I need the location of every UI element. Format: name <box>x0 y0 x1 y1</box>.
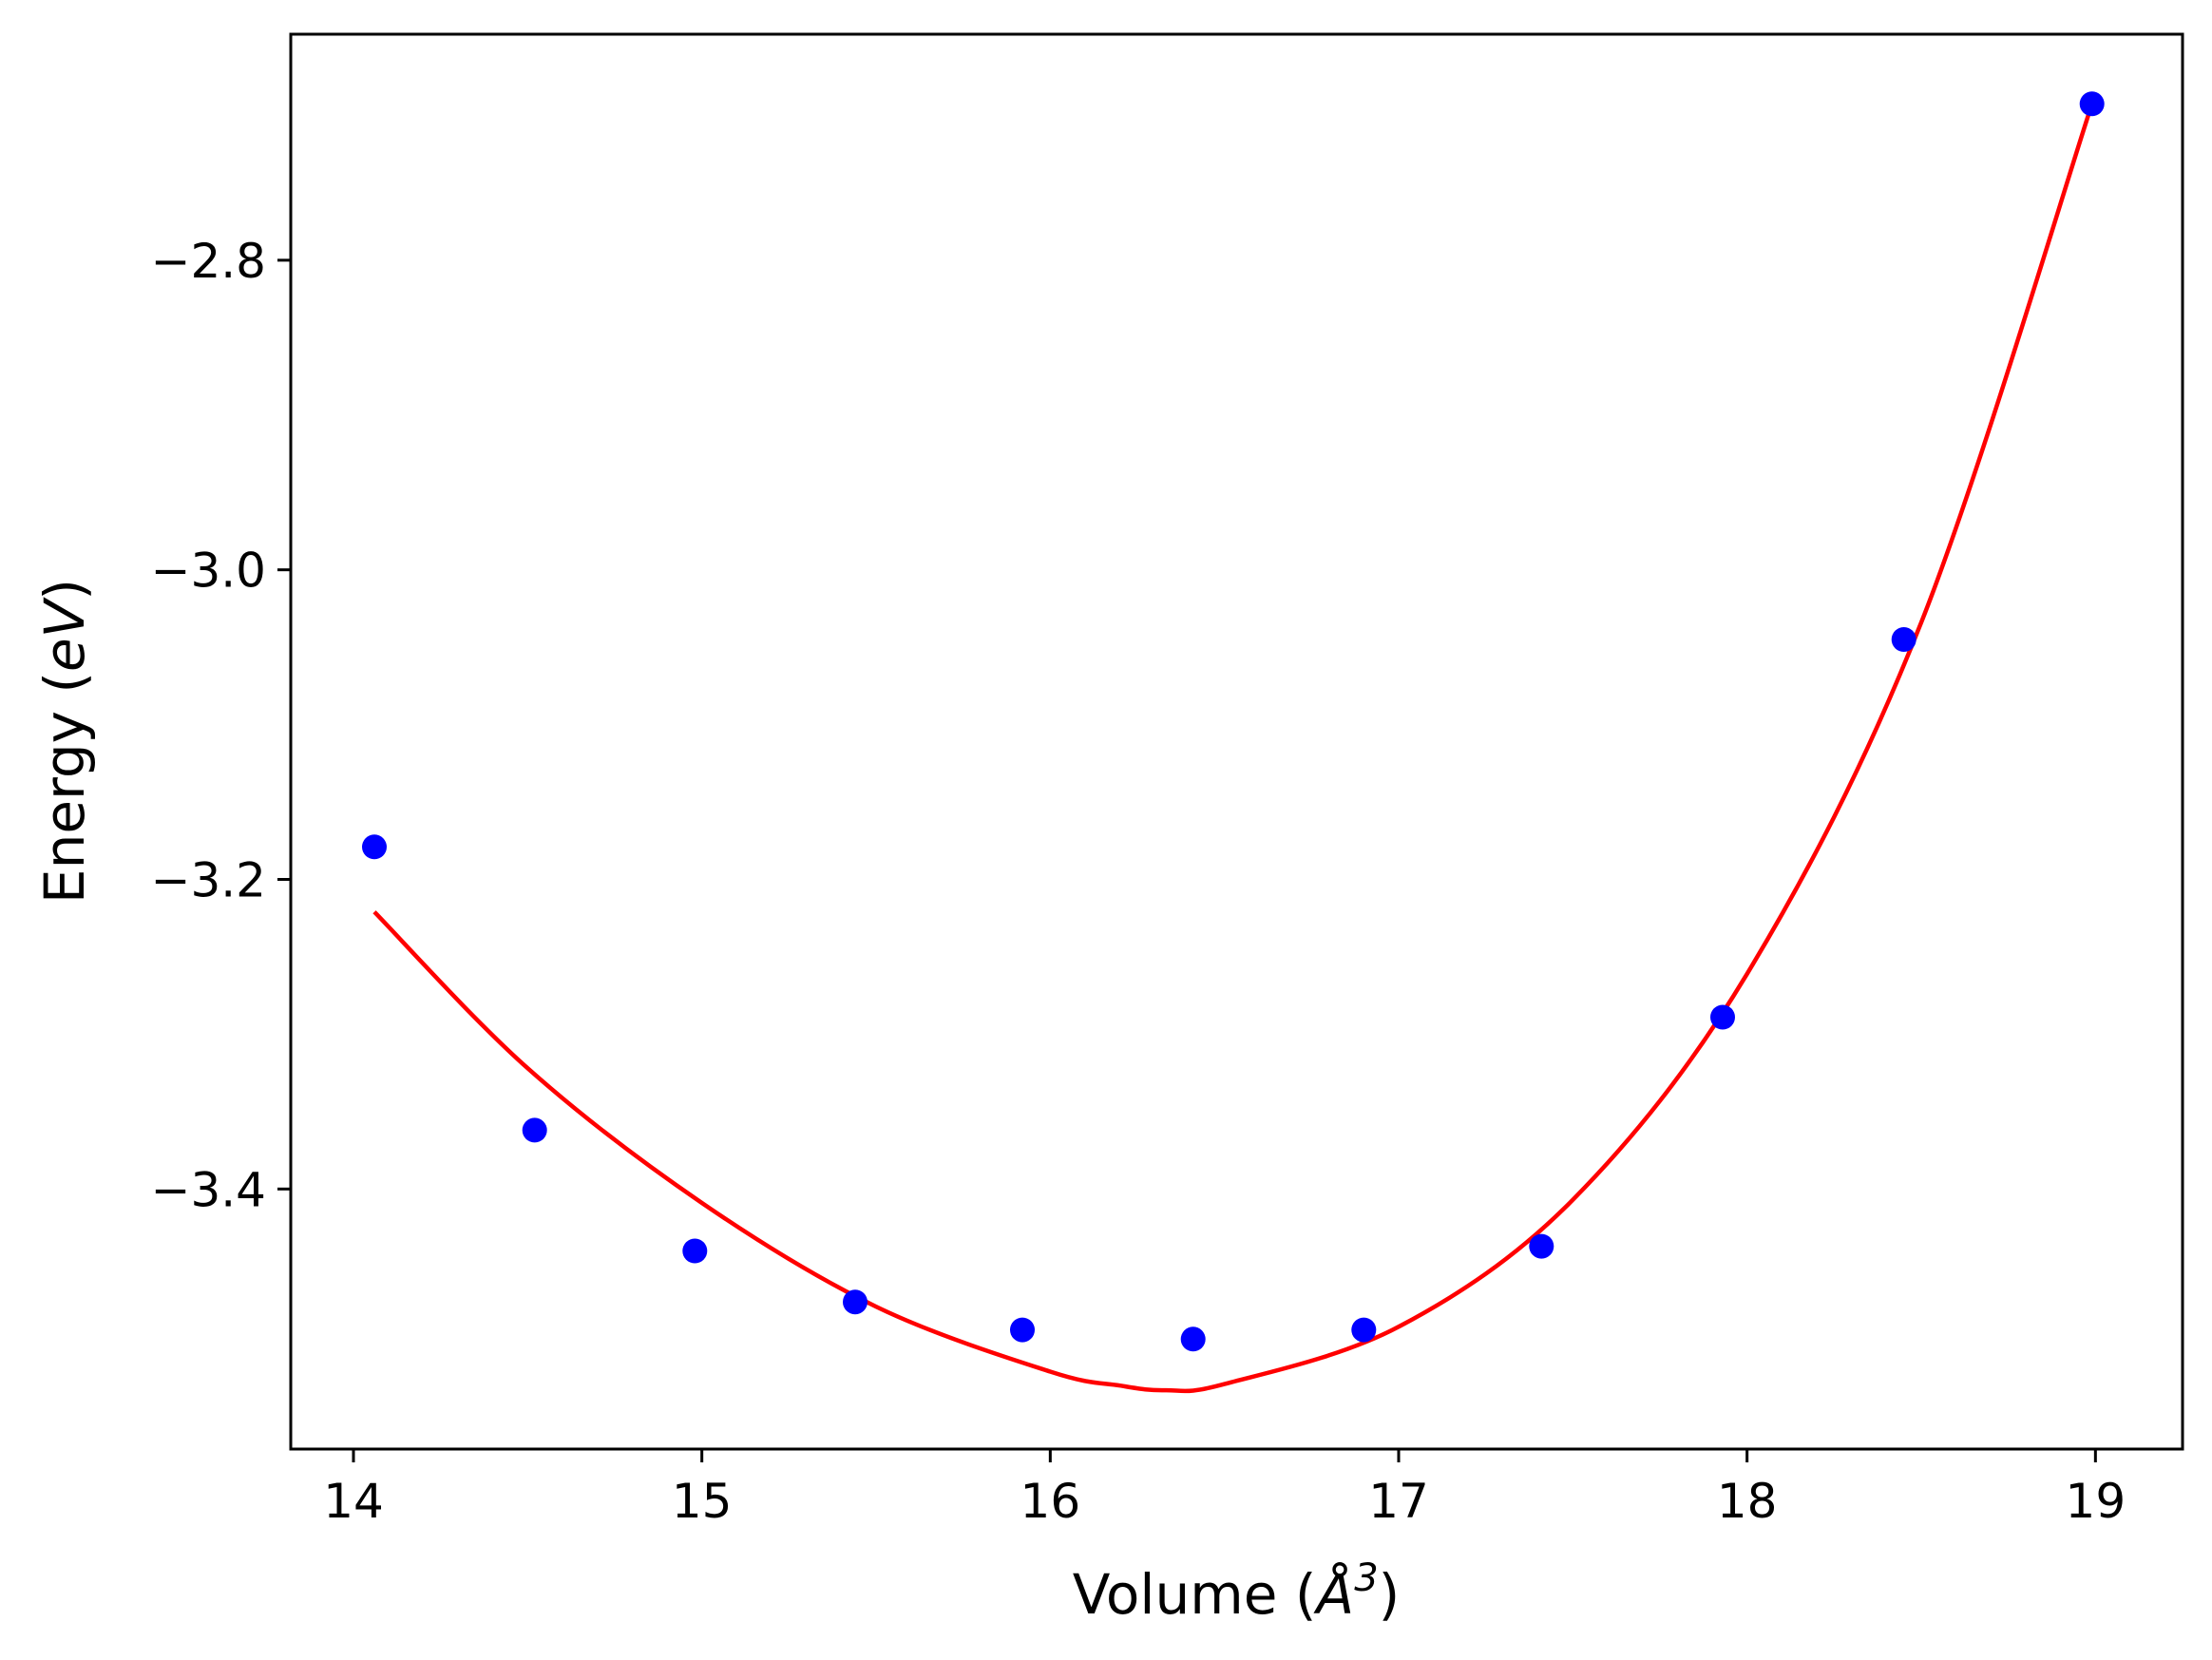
data-point <box>1351 1317 1377 1343</box>
data-point <box>522 1117 547 1143</box>
data-point <box>682 1238 708 1264</box>
data-point <box>1891 627 1916 652</box>
x-axis-label: Volume (Å3) <box>1073 1556 1401 1627</box>
y-tick-label: −3.4 <box>151 1162 266 1217</box>
data-point <box>843 1289 868 1315</box>
x-tick-label: 17 <box>1368 1474 1429 1529</box>
x-tick-label: 14 <box>323 1474 384 1529</box>
x-axis: 14 15 16 17 18 19 <box>323 1449 2126 1529</box>
data-point <box>1529 1233 1554 1259</box>
y-tick-label: −3.0 <box>151 544 266 599</box>
data-point <box>1180 1326 1206 1352</box>
y-axis: −3.4 −3.2 −3.0 −2.8 <box>151 234 291 1217</box>
data-point <box>2079 91 2105 117</box>
x-tick-label: 15 <box>672 1474 733 1529</box>
plot-area <box>362 91 2105 1394</box>
x-tick-label: 18 <box>1717 1474 1778 1529</box>
data-point <box>362 834 387 860</box>
y-axis-label: Energy (eV) <box>32 579 97 904</box>
x-tick-label: 19 <box>2066 1474 2126 1529</box>
data-point <box>1010 1317 1035 1343</box>
x-tick-label: 16 <box>1020 1474 1081 1529</box>
data-point <box>1710 1004 1735 1030</box>
y-tick-label: −3.2 <box>151 852 266 907</box>
fit-curve <box>372 103 2094 1394</box>
axes-frame <box>289 32 2184 1451</box>
y-tick-label: −2.8 <box>151 234 266 289</box>
